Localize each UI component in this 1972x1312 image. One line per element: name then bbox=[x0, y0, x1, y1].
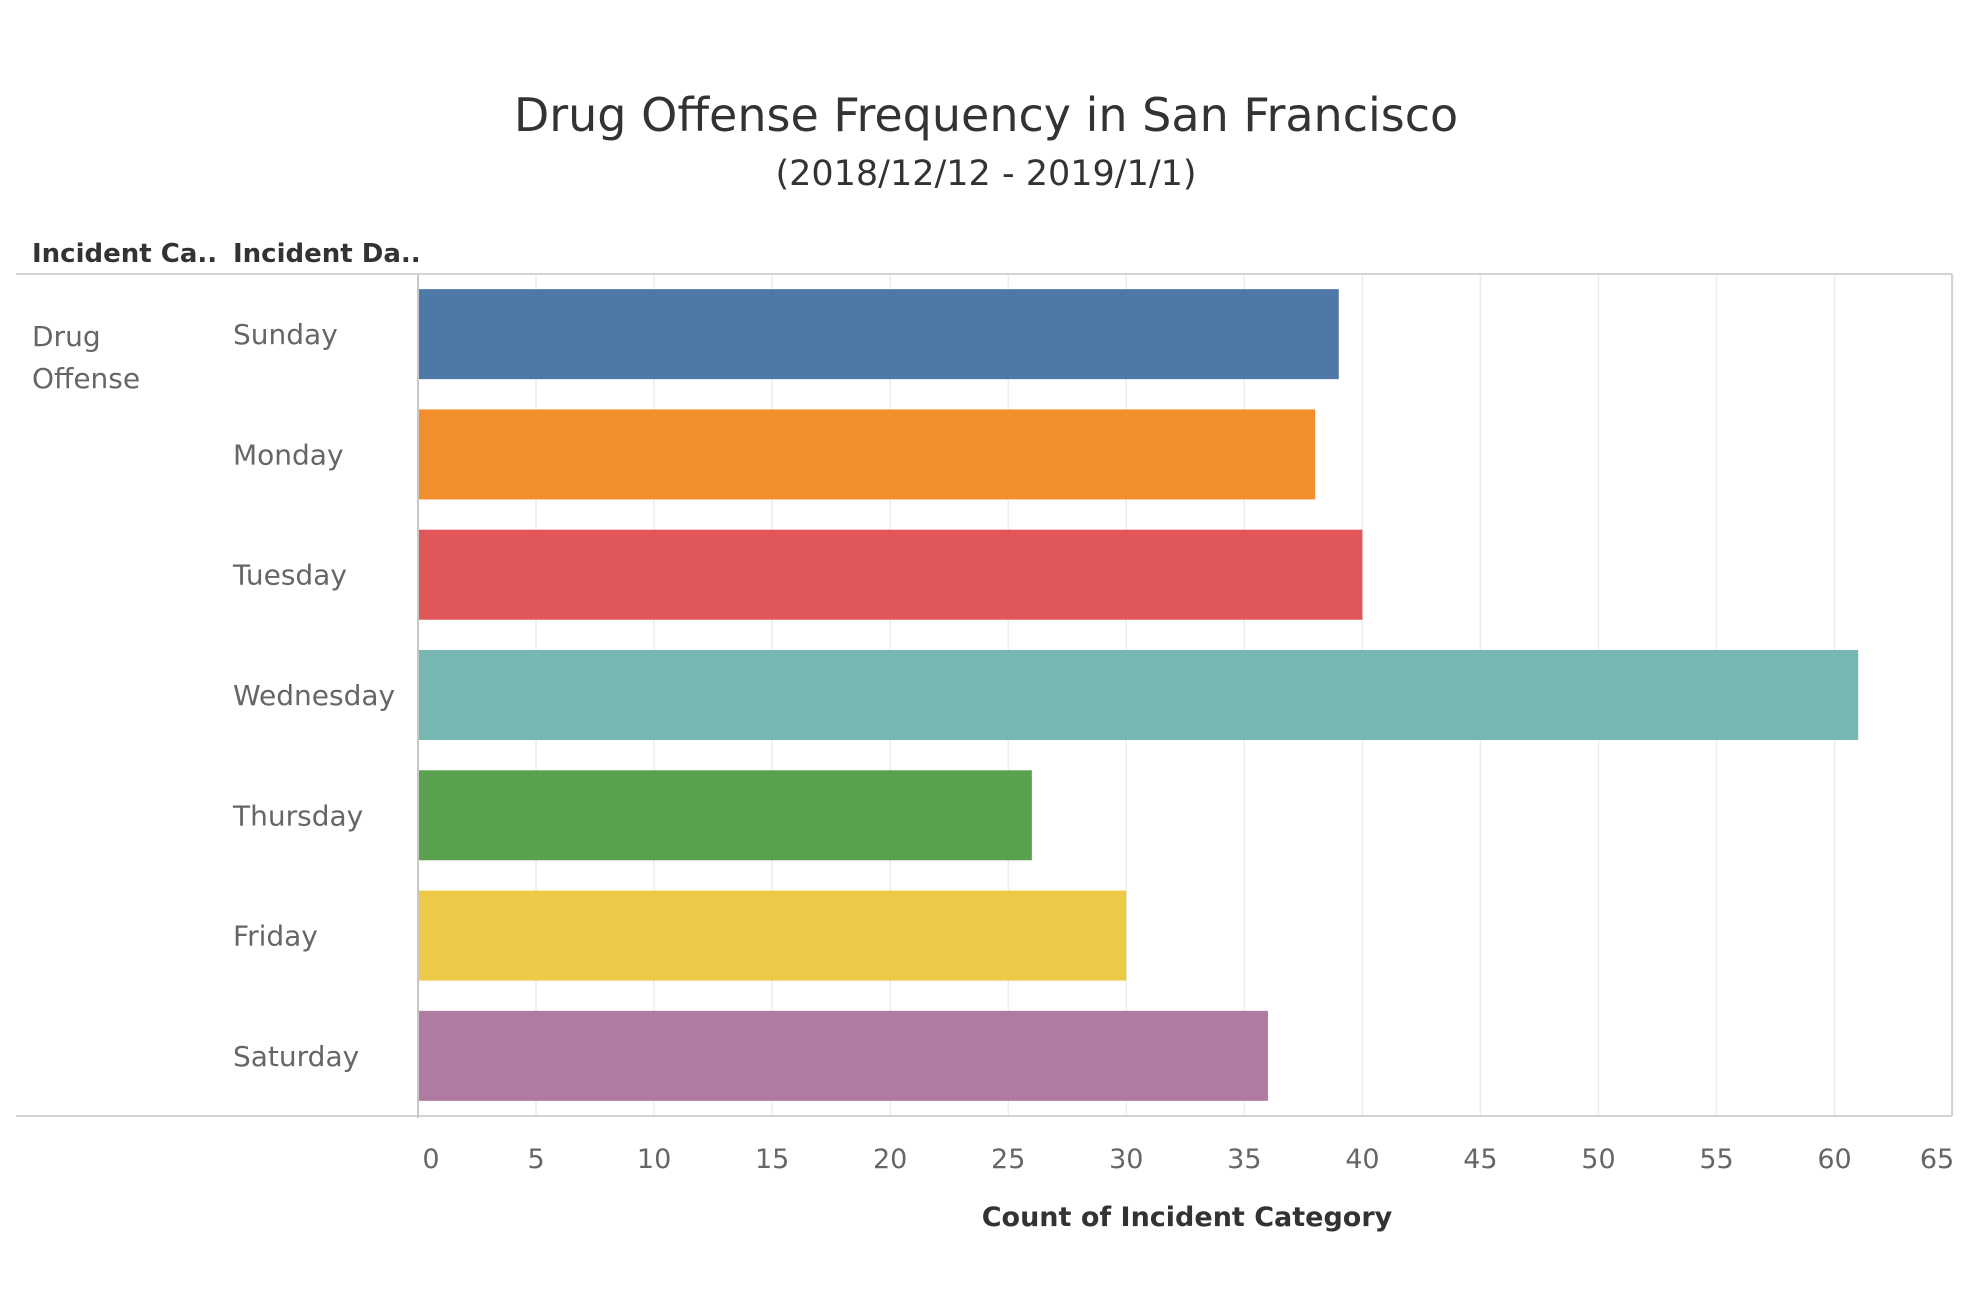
x-axis-ticks: 0 5 10 15 20 25 30 35 40 45 50 55 60 65 bbox=[422, 1144, 1954, 1175]
row-label-monday: Monday bbox=[233, 438, 344, 471]
row-label-tuesday: Tuesday bbox=[232, 559, 347, 592]
row-label-wednesday: Wednesday bbox=[233, 679, 395, 712]
row-label-saturday: Saturday bbox=[233, 1040, 359, 1073]
x-axis-title: Count of Incident Category bbox=[982, 1202, 1393, 1233]
chart-frame bbox=[16, 273, 1953, 1118]
column-header-incident-day[interactable]: Incident Da.. bbox=[233, 239, 421, 269]
x-tick-label-25: 25 bbox=[991, 1144, 1025, 1175]
bar-saturday[interactable] bbox=[419, 1010, 1268, 1101]
x-tick-label-45: 45 bbox=[1463, 1144, 1497, 1175]
category-label-drug-offense: Drug Offense bbox=[32, 320, 141, 395]
x-tick-label-20: 20 bbox=[873, 1144, 907, 1175]
x-tick-label-0: 0 bbox=[422, 1144, 439, 1175]
bar-monday[interactable] bbox=[419, 409, 1316, 500]
x-tick-label-55: 55 bbox=[1699, 1144, 1733, 1175]
x-tick-label-30: 30 bbox=[1109, 1144, 1143, 1175]
chart-subtitle: (2018/12/12 - 2019/1/1) bbox=[775, 154, 1197, 194]
row-label-friday: Friday bbox=[233, 920, 318, 953]
row-label-sunday: Sunday bbox=[233, 318, 338, 351]
row-labels: Sunday Monday Tuesday Wednesday Thursday Frid… bbox=[232, 318, 395, 1073]
x-tick-label-40: 40 bbox=[1345, 1144, 1379, 1175]
bar-friday[interactable] bbox=[419, 890, 1127, 981]
x-tick-label-15: 15 bbox=[755, 1144, 789, 1175]
bar-thursday[interactable] bbox=[419, 770, 1032, 861]
row-label-thursday: Thursday bbox=[232, 799, 363, 832]
bars bbox=[419, 289, 1859, 1101]
bar-tuesday[interactable] bbox=[419, 529, 1363, 620]
x-tick-label-10: 10 bbox=[637, 1144, 671, 1175]
chart-title: Drug Offense Frequency in San Francisco bbox=[513, 88, 1459, 142]
bar-wednesday[interactable] bbox=[419, 650, 1859, 740]
column-header-incident-category[interactable]: Incident Ca.. bbox=[32, 239, 218, 269]
x-tick-label-5: 5 bbox=[527, 1144, 544, 1175]
x-tick-label-65: 65 bbox=[1920, 1144, 1954, 1175]
bar-sunday[interactable] bbox=[419, 289, 1339, 380]
x-tick-label-50: 50 bbox=[1581, 1144, 1615, 1175]
x-tick-label-60: 60 bbox=[1817, 1144, 1851, 1175]
x-tick-label-35: 35 bbox=[1227, 1144, 1261, 1175]
